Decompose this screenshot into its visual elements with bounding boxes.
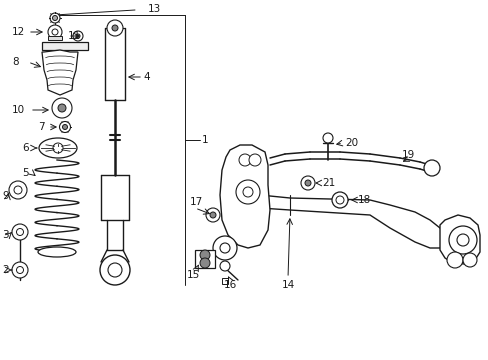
Text: 12: 12 bbox=[12, 27, 25, 37]
Circle shape bbox=[17, 266, 23, 274]
Circle shape bbox=[305, 180, 310, 186]
Text: 15: 15 bbox=[186, 270, 199, 280]
Circle shape bbox=[50, 13, 60, 23]
Text: 4: 4 bbox=[142, 72, 149, 82]
Circle shape bbox=[456, 234, 468, 246]
Polygon shape bbox=[222, 278, 227, 284]
Circle shape bbox=[100, 255, 130, 285]
Text: 19: 19 bbox=[401, 150, 414, 160]
Text: 8: 8 bbox=[12, 57, 19, 67]
Text: 9: 9 bbox=[2, 191, 9, 201]
Circle shape bbox=[73, 31, 83, 41]
Circle shape bbox=[14, 186, 22, 194]
Text: 7: 7 bbox=[38, 122, 44, 132]
Circle shape bbox=[112, 25, 118, 31]
Circle shape bbox=[58, 104, 66, 112]
Circle shape bbox=[446, 252, 462, 268]
Circle shape bbox=[76, 34, 80, 38]
Circle shape bbox=[200, 250, 209, 260]
Text: 5: 5 bbox=[22, 168, 29, 178]
Text: 1: 1 bbox=[202, 135, 208, 145]
Polygon shape bbox=[222, 188, 444, 248]
Circle shape bbox=[200, 258, 209, 268]
Circle shape bbox=[60, 122, 70, 132]
Text: 21: 21 bbox=[321, 178, 335, 188]
Circle shape bbox=[48, 25, 62, 39]
Circle shape bbox=[52, 15, 58, 21]
Circle shape bbox=[108, 263, 122, 277]
Polygon shape bbox=[42, 42, 88, 50]
Circle shape bbox=[301, 176, 314, 190]
Circle shape bbox=[17, 229, 23, 235]
Circle shape bbox=[213, 236, 237, 260]
Polygon shape bbox=[195, 250, 215, 268]
Circle shape bbox=[323, 133, 332, 143]
Polygon shape bbox=[42, 50, 78, 95]
Text: 3: 3 bbox=[2, 230, 9, 240]
Text: 13: 13 bbox=[148, 4, 161, 14]
Text: 6: 6 bbox=[22, 143, 29, 153]
Circle shape bbox=[62, 125, 67, 130]
Circle shape bbox=[448, 226, 476, 254]
Text: 20: 20 bbox=[345, 138, 357, 148]
Circle shape bbox=[236, 180, 260, 204]
Circle shape bbox=[52, 98, 72, 118]
Circle shape bbox=[243, 187, 252, 197]
Text: 10: 10 bbox=[12, 105, 25, 115]
Text: 17: 17 bbox=[190, 197, 203, 207]
Text: 16: 16 bbox=[223, 280, 236, 290]
Circle shape bbox=[335, 196, 343, 204]
Circle shape bbox=[220, 261, 229, 271]
Polygon shape bbox=[439, 215, 479, 264]
Text: 18: 18 bbox=[357, 195, 370, 205]
Circle shape bbox=[12, 224, 28, 240]
Text: 11: 11 bbox=[68, 31, 81, 41]
Circle shape bbox=[423, 160, 439, 176]
Polygon shape bbox=[220, 145, 269, 248]
Text: 14: 14 bbox=[281, 280, 294, 290]
Circle shape bbox=[12, 262, 28, 278]
FancyBboxPatch shape bbox=[48, 36, 62, 40]
Circle shape bbox=[205, 208, 220, 222]
Circle shape bbox=[9, 181, 27, 199]
Text: 2: 2 bbox=[2, 265, 9, 275]
Ellipse shape bbox=[38, 247, 76, 257]
Circle shape bbox=[462, 253, 476, 267]
Circle shape bbox=[53, 143, 63, 153]
Circle shape bbox=[220, 243, 229, 253]
Circle shape bbox=[239, 154, 250, 166]
Circle shape bbox=[52, 29, 58, 35]
Circle shape bbox=[107, 20, 123, 36]
Ellipse shape bbox=[39, 138, 77, 158]
Circle shape bbox=[248, 154, 261, 166]
Circle shape bbox=[331, 192, 347, 208]
Circle shape bbox=[209, 212, 216, 218]
